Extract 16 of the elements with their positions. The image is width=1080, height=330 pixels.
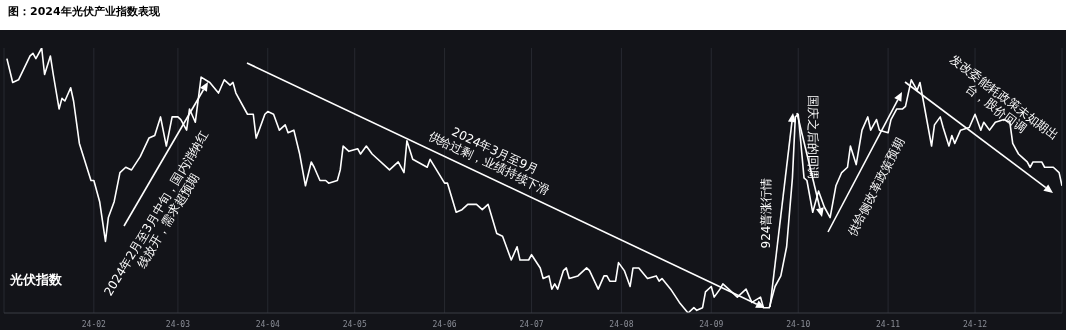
chart-title: 图：2024年光伏产业指数表现 xyxy=(8,4,160,19)
x-tick-label: 24-12 xyxy=(962,319,988,329)
x-tick-label: 24-04 xyxy=(255,319,280,329)
x-tick-label: 24-07 xyxy=(519,319,544,329)
x-tick-label: 24-09 xyxy=(699,319,724,329)
x-tick-label: 24-02 xyxy=(81,319,107,329)
x-tick-label: 24-06 xyxy=(432,319,457,329)
annotation: 供给侧改革政策预期 xyxy=(844,135,907,239)
annotation: 924普涨行情 xyxy=(758,177,773,249)
annotation: 光伏指数 xyxy=(9,271,63,287)
x-tick-label: 24-10 xyxy=(786,319,811,329)
x-tick-label: 24-08 xyxy=(609,319,634,329)
annotation: 2024年3月至9月 供给过剩，业绩持续下滑 xyxy=(426,124,553,198)
x-tick-label: 24-11 xyxy=(876,319,901,329)
x-tick-label: 24-05 xyxy=(342,319,367,329)
x-tick-label: 24-03 xyxy=(165,319,191,329)
